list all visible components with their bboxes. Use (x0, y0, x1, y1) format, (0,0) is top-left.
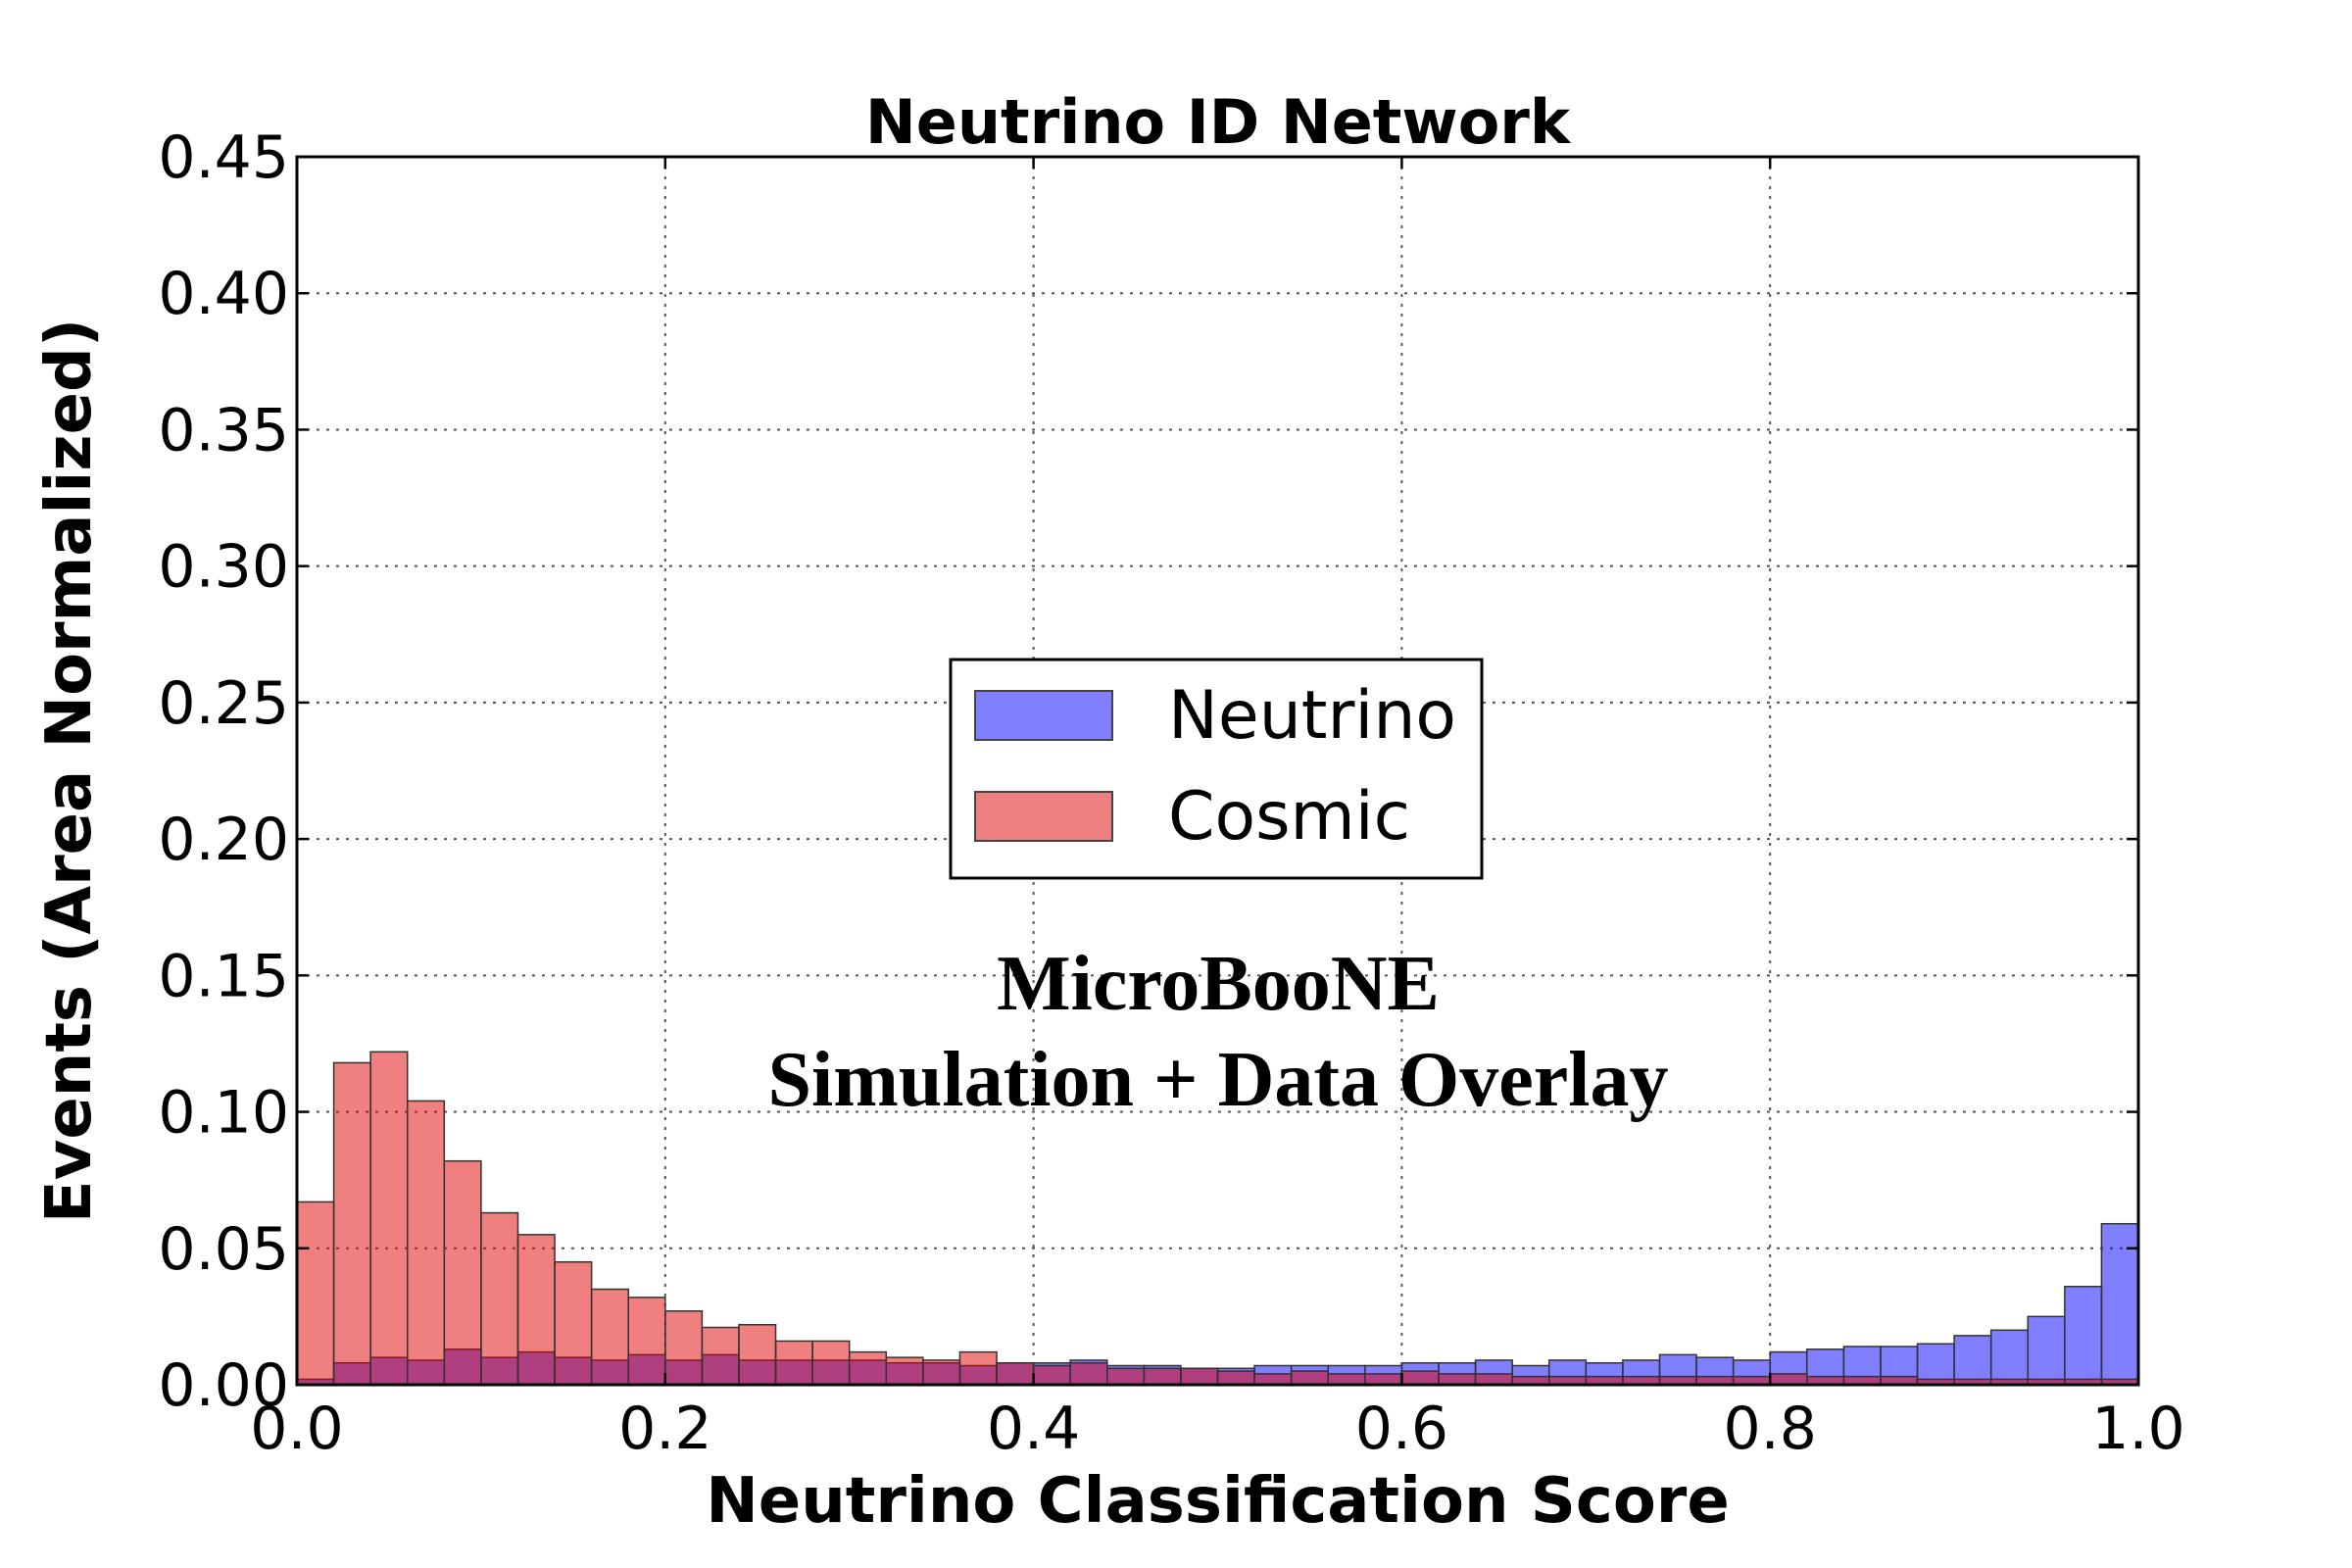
bar-cosmic-19 (996, 1361, 1035, 1386)
x-tick-label: 0.8 (1723, 1395, 1816, 1463)
y-tick-label: 0.45 (158, 123, 289, 192)
chart-title: Neutrino ID Network (865, 86, 1572, 158)
bar-cosmic-15 (848, 1350, 888, 1386)
x-tick-label: 0.2 (618, 1395, 711, 1463)
y-tick-label: 0.10 (158, 1079, 289, 1148)
bar-cosmic-29 (1364, 1373, 1403, 1386)
annotation-simulation-overlay: Simulation + Data Overlay (768, 1037, 1669, 1123)
bar-cosmic-20 (1032, 1364, 1071, 1386)
bar-cosmic-40 (1769, 1373, 1808, 1386)
y-tick-label: 0.05 (158, 1215, 289, 1284)
bar-cosmic-16 (885, 1356, 924, 1386)
bar-neutrino-46 (1989, 1329, 2030, 1386)
bar-cosmic-25 (1216, 1370, 1255, 1386)
bar-cosmic-11 (701, 1326, 740, 1386)
bar-cosmic-7 (554, 1260, 593, 1386)
legend: Neutrino Cosmic (949, 658, 1484, 880)
plot-frame (295, 155, 2140, 1387)
bar-cosmic-1 (332, 1061, 371, 1386)
y-axis-title: Events (Area Normalized) (33, 318, 106, 1223)
bar-neutrino-48 (2064, 1286, 2103, 1386)
bar-cosmic-0 (296, 1200, 335, 1386)
bar-cosmic-21 (1069, 1361, 1108, 1386)
bar-cosmic-17 (922, 1359, 961, 1386)
x-tick-label: 0.0 (250, 1395, 343, 1463)
y-tick-label: 0.40 (158, 260, 289, 328)
bar-cosmic-27 (1290, 1370, 1329, 1386)
bar-cosmic-22 (1106, 1367, 1146, 1386)
bar-neutrino-47 (2027, 1315, 2066, 1386)
bar-cosmic-32 (1474, 1373, 1513, 1386)
bar-cosmic-23 (1143, 1367, 1182, 1386)
bar-cosmic-10 (664, 1310, 704, 1386)
x-axis-title: Neutrino Classification Score (706, 1465, 1730, 1538)
x-tick-label: 0.6 (1355, 1395, 1448, 1463)
bar-cosmic-3 (406, 1100, 446, 1386)
legend-label-neutrino: Neutrino (1168, 677, 1456, 755)
bar-cosmic-13 (774, 1340, 813, 1386)
bar-cosmic-18 (958, 1350, 998, 1386)
y-tick-label: 0.00 (158, 1351, 289, 1420)
annotation-microboone: MicroBooNE (997, 941, 1440, 1027)
bar-cosmic-2 (369, 1051, 409, 1386)
legend-swatch-neutrino (974, 690, 1113, 741)
y-tick-label: 0.30 (158, 533, 289, 602)
bar-cosmic-5 (480, 1211, 519, 1386)
x-tick-label: 0.4 (987, 1395, 1080, 1463)
legend-swatch-cosmic (974, 791, 1113, 842)
bar-cosmic-14 (811, 1340, 851, 1386)
bar-cosmic-26 (1253, 1373, 1293, 1386)
bar-cosmic-30 (1400, 1370, 1440, 1386)
y-tick-label: 0.20 (158, 806, 289, 874)
bar-cosmic-6 (516, 1234, 556, 1386)
bar-cosmic-9 (627, 1297, 666, 1386)
y-tick-label: 0.25 (158, 669, 289, 738)
bar-cosmic-24 (1180, 1367, 1219, 1386)
y-tick-label: 0.15 (158, 942, 289, 1010)
bar-cosmic-28 (1327, 1373, 1366, 1386)
y-tick-label: 0.35 (158, 396, 289, 465)
bar-cosmic-31 (1438, 1373, 1477, 1386)
bar-neutrino-45 (1953, 1335, 1992, 1386)
bar-cosmic-12 (738, 1323, 777, 1386)
ticks: 0.0 0.2 0.4 0.6 0.8 1.0 0.00 0.05 0.10 0.15 0.20 0.… (158, 123, 2184, 1463)
x-tick-label: 1.0 (2091, 1395, 2184, 1463)
bar-cosmic-8 (590, 1288, 629, 1386)
legend-label-cosmic: Cosmic (1168, 778, 1410, 856)
bar-cosmic-4 (443, 1159, 482, 1386)
